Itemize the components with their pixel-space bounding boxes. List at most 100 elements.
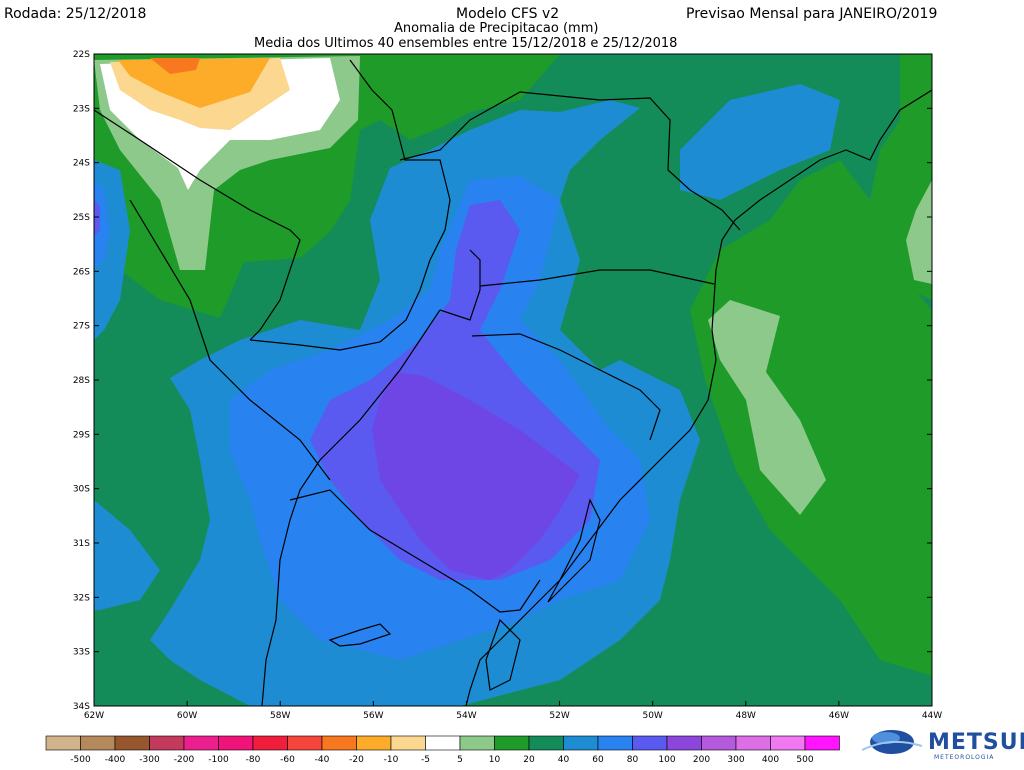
longitude-axis: 62W 60W 58W 56W 54W 52W 50W 48W 46W 44W [84, 701, 942, 721]
legend-label: -300 [139, 755, 160, 765]
lat-label: 26S [73, 267, 90, 277]
legend-label: -40 [315, 755, 330, 765]
color-legend: -500 -400 -300 -200 -100 -80 -60 -40 -20 -10 -5 5 10… [45, 735, 840, 765]
legend-swatch [666, 735, 702, 751]
legend-swatch [287, 735, 323, 751]
lon-label: 52W [549, 711, 569, 721]
lon-label: 46W [829, 711, 849, 721]
lon-label: 56W [363, 711, 383, 721]
lat-label: 27S [73, 322, 90, 332]
border-paraguay-brazil [249, 59, 451, 351]
legend-swatch [528, 735, 564, 751]
rio-de-la-plata [328, 623, 392, 647]
legend-swatch [218, 735, 254, 751]
contour-10-20-east [690, 160, 932, 676]
lat-label: 22S [73, 50, 90, 60]
legend-label: -10 [384, 755, 399, 765]
border-argentina-paraguay [94, 109, 301, 341]
contour-100-200-west [94, 200, 100, 236]
lat-label: 32S [73, 593, 90, 603]
legend-label: 40 [558, 755, 570, 765]
legend-label: -400 [105, 755, 126, 765]
lat-label: 29S [73, 430, 90, 440]
lat-label: 28S [73, 376, 90, 386]
lat-label: 31S [73, 539, 90, 549]
lon-label: 44W [922, 711, 942, 721]
ensemble-title: Media dos Ultimos 40 ensembles entre 15/… [254, 36, 678, 51]
legend-swatch [321, 735, 357, 751]
contour-40-60-southwest [94, 500, 160, 610]
lagoa-mirim [485, 618, 521, 691]
legend-swatch [252, 735, 288, 751]
legend-label: -500 [70, 755, 91, 765]
contour-minus-20 [118, 58, 270, 108]
legend-label: -80 [246, 755, 261, 765]
lon-label: 50W [642, 711, 662, 721]
border-uruguay-brazil [289, 489, 541, 613]
legend-label: -100 [208, 755, 229, 765]
logo-text: METSUL [928, 730, 1024, 755]
legend-swatch [563, 735, 599, 751]
border-uruguay [261, 309, 441, 706]
legend-label: 300 [727, 755, 744, 765]
legend-swatch [735, 735, 771, 751]
legend-label: -20 [349, 755, 364, 765]
legend-label: 60 [592, 755, 604, 765]
legend-label: -5 [421, 755, 430, 765]
legend-label: -200 [174, 755, 195, 765]
legend-swatch [425, 735, 461, 751]
contour-40-60-northeast [680, 84, 840, 200]
contour-100-200 [372, 372, 580, 580]
legend-swatch [770, 735, 806, 751]
legend-swatch [80, 735, 116, 751]
legend-label: 80 [627, 755, 639, 765]
legend-swatch [459, 735, 495, 751]
contour-field [94, 54, 932, 706]
border-rio-grande-do-sul [471, 333, 661, 441]
border-santa-catarina [479, 269, 715, 287]
lat-label: 25S [73, 213, 90, 223]
latitude-axis: 22S 23S 24S 25S 26S 27S 28S 29S 30S 31S 32S 33S 34S [73, 50, 932, 712]
legend-swatch [114, 735, 150, 751]
legend-swatch [45, 735, 81, 751]
lon-label: 48W [736, 711, 756, 721]
legend-swatch [701, 735, 737, 751]
legend-label: 10 [489, 755, 501, 765]
contour-5-10-southeast [708, 300, 826, 515]
legend-swatch [804, 735, 840, 751]
legend-label: 200 [693, 755, 710, 765]
legend-label: 500 [796, 755, 813, 765]
contour-60-80-west [94, 180, 110, 270]
contour-5-10-east [906, 180, 932, 284]
legend-label: 100 [658, 755, 675, 765]
coastline [465, 89, 932, 706]
legend-swatch [597, 735, 633, 751]
legend-swatch [149, 735, 185, 751]
legend-swatch [494, 735, 530, 751]
contour-minus-40 [150, 58, 200, 74]
variable-title: Anomalia de Precipitacao (mm) [394, 21, 599, 36]
lon-label: 54W [456, 711, 476, 721]
lat-label: 23S [73, 104, 90, 114]
run-date: Rodada: 25/12/2018 [4, 6, 147, 22]
legend-swatch [632, 735, 668, 751]
boundaries [94, 59, 932, 706]
model-title: Modelo CFS v2 [456, 6, 560, 22]
lat-label: 24S [73, 159, 90, 169]
lat-label: 34S [73, 702, 90, 712]
lat-label: 30S [73, 485, 90, 495]
metsul-logo-globe-icon [861, 730, 923, 754]
lon-label: 58W [270, 711, 290, 721]
legend-label: 20 [523, 755, 535, 765]
border-parana [399, 91, 741, 231]
legend-swatch [390, 735, 426, 751]
border-argentina-brazil [439, 249, 481, 321]
legend-label: 400 [762, 755, 779, 765]
logo-tagline: METEOROLOGIA [934, 754, 995, 761]
lat-label: 33S [73, 648, 90, 658]
river-parana [129, 199, 331, 481]
legend-swatch [356, 735, 392, 751]
forecast-title: Previsao Mensal para JANEIRO/2019 [686, 6, 938, 22]
lon-label: 60W [177, 711, 197, 721]
